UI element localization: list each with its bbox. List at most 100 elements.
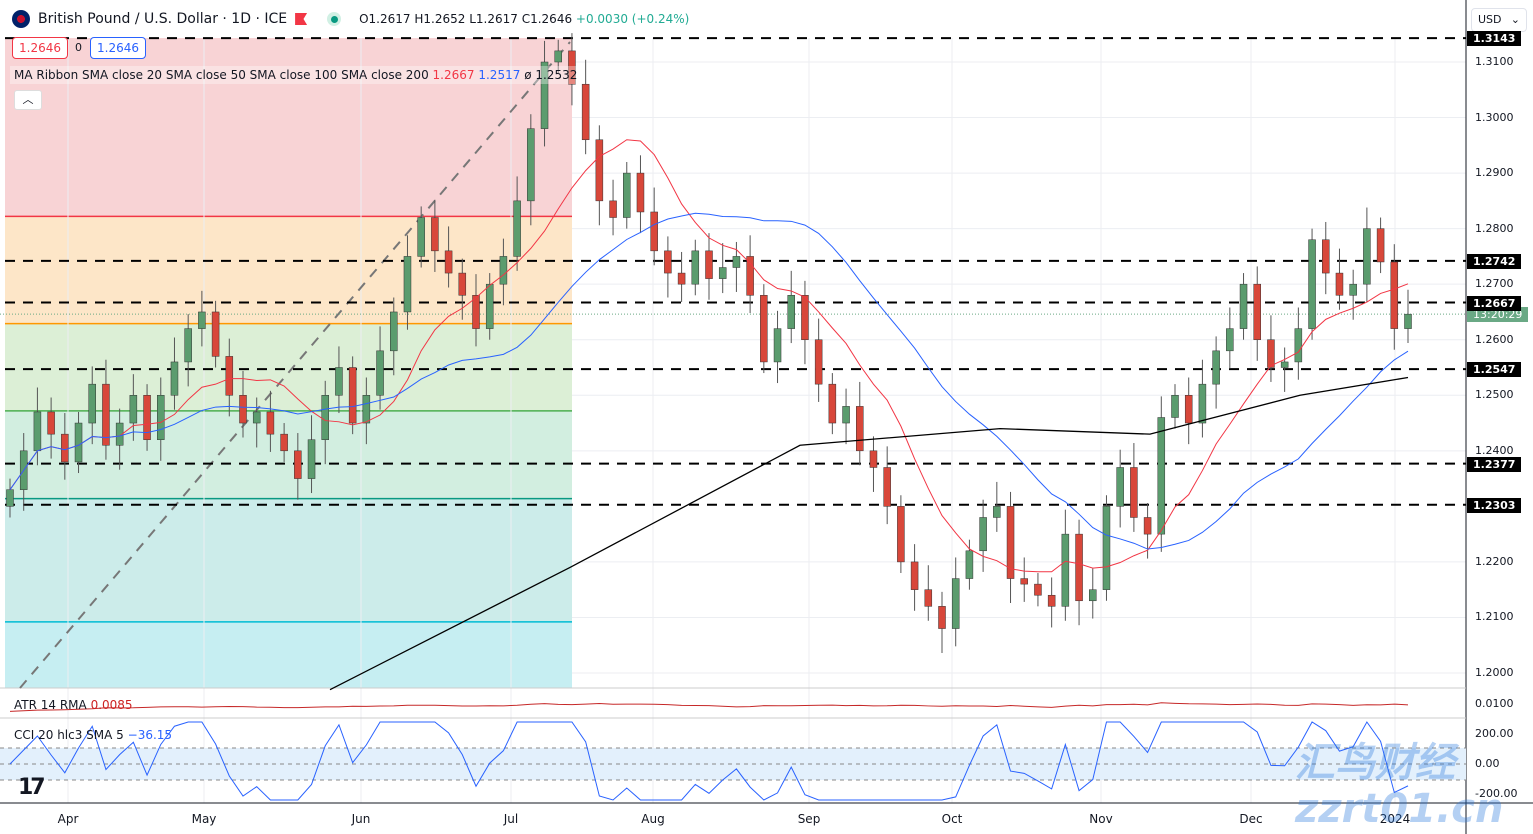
atr-label: ATR 14 RMA <box>14 698 87 712</box>
candle-body <box>650 211 658 252</box>
candle <box>184 314 192 387</box>
candle-body <box>1143 517 1152 535</box>
candle <box>129 374 138 441</box>
candle <box>431 199 439 272</box>
candle <box>1239 273 1248 340</box>
candle <box>869 436 878 492</box>
candle-body <box>170 361 179 396</box>
candle-body <box>362 395 371 424</box>
low-value: L1.2617 <box>469 12 518 26</box>
candle <box>376 326 384 410</box>
candle <box>444 226 453 288</box>
candle-body <box>417 217 425 257</box>
candle-body <box>1267 339 1275 368</box>
candle-body <box>869 450 878 468</box>
watermark: 汇鸟财经 zzrt01.cn <box>1295 740 1504 832</box>
candle <box>1308 228 1316 340</box>
candle-body <box>746 256 754 296</box>
time-tick-label: Apr <box>57 812 79 826</box>
candle-body <box>348 367 357 424</box>
candle-body <box>1034 583 1042 596</box>
candle <box>979 499 987 572</box>
candle-body <box>294 450 302 479</box>
candle-body <box>856 406 864 452</box>
sma50-value: 1.2517 <box>478 68 521 82</box>
fib-band <box>5 323 572 411</box>
ohlc-values: O1.2617 H1.2652 L1.2617 C1.2646 +0.0030 … <box>359 12 689 26</box>
candle <box>842 388 850 445</box>
fib-band <box>5 38 572 217</box>
currency-label: USD <box>1478 13 1502 26</box>
candle <box>1116 449 1124 528</box>
tradingview-logo[interactable]: 17 <box>18 775 46 800</box>
candle-body <box>1198 383 1207 424</box>
level-price-tag: 1.2303 <box>1467 497 1522 513</box>
candle <box>1020 557 1028 602</box>
candle-body <box>143 395 151 440</box>
candle-body <box>760 295 768 363</box>
candle <box>595 125 604 226</box>
candle-body <box>1322 239 1330 274</box>
candle-body <box>1061 533 1070 607</box>
candle-body <box>1089 589 1097 602</box>
candle <box>1130 443 1138 532</box>
candle <box>88 366 96 445</box>
candle-body <box>74 422 83 463</box>
candle-body <box>198 311 206 329</box>
candle <box>664 236 672 298</box>
candle <box>1212 336 1220 409</box>
candle <box>650 187 658 266</box>
candle-body <box>1390 261 1399 329</box>
candle-body <box>677 272 686 285</box>
candle <box>1363 207 1371 302</box>
level-price-tag: 1.3143 <box>1467 31 1522 47</box>
candle <box>1184 377 1193 445</box>
candle-body <box>1335 272 1344 296</box>
candle-body <box>1280 361 1289 368</box>
candle <box>1322 221 1330 295</box>
market-status-icon[interactable] <box>327 12 342 26</box>
level-price-tag: 1.2667 <box>1467 295 1522 311</box>
candle <box>403 235 412 330</box>
candle <box>814 318 823 402</box>
candle-body <box>211 311 220 357</box>
candle <box>252 397 261 448</box>
sell-button[interactable]: 1.2646 <box>12 37 68 59</box>
currency-select[interactable]: USD ⌄ <box>1471 8 1527 32</box>
collapse-legend-button[interactable]: ︿ <box>14 90 42 110</box>
candle <box>691 239 700 296</box>
price-tick-label: 1.2800 <box>1475 221 1514 235</box>
candle <box>499 238 508 306</box>
sma200-line <box>329 376 1409 691</box>
atr-legend[interactable]: ATR 14 RMA 0.0085 <box>14 698 133 712</box>
cci-legend[interactable]: CCI 20 hlc3 SMA 5 −36.15 <box>14 728 172 742</box>
chevron-up-icon: ︿ <box>22 93 34 106</box>
flag-marker-icon[interactable] <box>295 13 308 25</box>
candle-body <box>883 467 891 507</box>
buy-button[interactable]: 1.2646 <box>90 37 146 59</box>
candle-body <box>1308 239 1316 329</box>
candle-body <box>732 256 741 268</box>
gbp-usd-flag-icon <box>12 10 30 28</box>
candle-body <box>225 356 234 396</box>
candle <box>61 413 69 480</box>
candle-body <box>636 172 645 213</box>
candle <box>1226 307 1234 369</box>
candle-body <box>1404 313 1412 329</box>
candle-body <box>1102 506 1111 590</box>
ma-ribbon-legend[interactable]: MA Ribbon SMA close 20 SMA close 50 SMA … <box>10 66 582 84</box>
sma200-value: 1.2532 <box>535 68 578 82</box>
symbol-title[interactable]: British Pound / U.S. Dollar · 1D · ICE <box>38 11 288 27</box>
candle-body <box>787 295 795 329</box>
level-price-tag: 1.2742 <box>1467 253 1522 269</box>
candle <box>993 481 1001 532</box>
candle-body <box>431 217 439 252</box>
candle-body <box>47 411 55 435</box>
candle-body <box>691 250 700 285</box>
candle-body <box>184 328 192 363</box>
trend-line <box>19 41 571 689</box>
time-tick-label: 2024 <box>1379 812 1411 826</box>
candle <box>472 274 480 347</box>
candle-body <box>951 578 960 629</box>
